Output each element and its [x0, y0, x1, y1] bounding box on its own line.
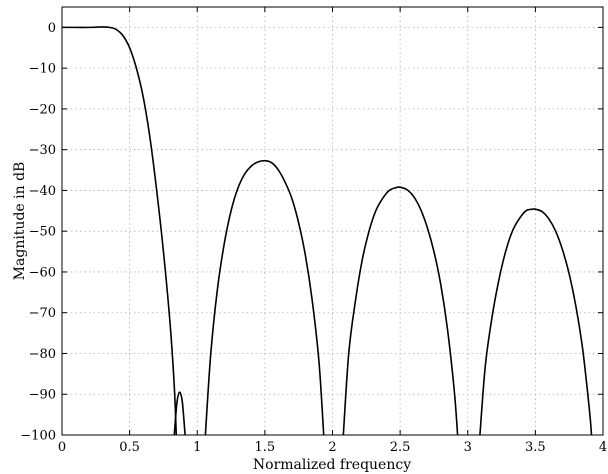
curve-segment-3: [204, 159, 325, 435]
grid-lines: [62, 7, 603, 435]
y-tick-label: −70: [29, 306, 56, 321]
y-tick-label: −30: [29, 143, 56, 158]
x-tick-label: 3: [464, 440, 472, 455]
x-tick-label: 0.5: [119, 440, 140, 455]
y-tick-label: −100: [20, 429, 56, 444]
y-axis-label: Magnitude in dB: [12, 162, 28, 281]
x-tick-label: 4: [599, 440, 607, 455]
y-tick-label: −10: [29, 62, 56, 77]
x-tick-label: 0: [58, 440, 66, 455]
x-tick-label: 2.5: [390, 440, 411, 455]
curve-segment-4: [342, 186, 459, 435]
x-tick-label: 3.5: [525, 440, 546, 455]
y-tick-label: −50: [29, 225, 56, 240]
curve-segment-1: [62, 26, 178, 435]
y-tick-label: −60: [29, 265, 56, 280]
axis-ticks: [61, 7, 604, 436]
y-tick-label: 0: [48, 21, 56, 36]
magnitude-curve: [62, 26, 593, 435]
y-tick-label: −80: [29, 347, 56, 362]
x-tick-labels: 0 0.5 1 1.5 2 2.5 3 3.5 4: [58, 440, 607, 455]
x-axis-label: Normalized frequency: [253, 457, 411, 473]
y-tick-label: −20: [29, 102, 56, 117]
curve-segment-2: [173, 391, 186, 435]
x-tick-label: 1.5: [255, 440, 276, 455]
y-tick-label: −40: [29, 184, 56, 199]
y-tick-label: −90: [29, 388, 56, 403]
x-tick-label: 1: [193, 440, 201, 455]
curve-segment-5: [479, 208, 593, 435]
y-tick-labels: 0 −10 −20 −30 −40 −50 −60 −70 −80 −90 −100: [20, 21, 56, 444]
x-tick-label: 2: [328, 440, 336, 455]
